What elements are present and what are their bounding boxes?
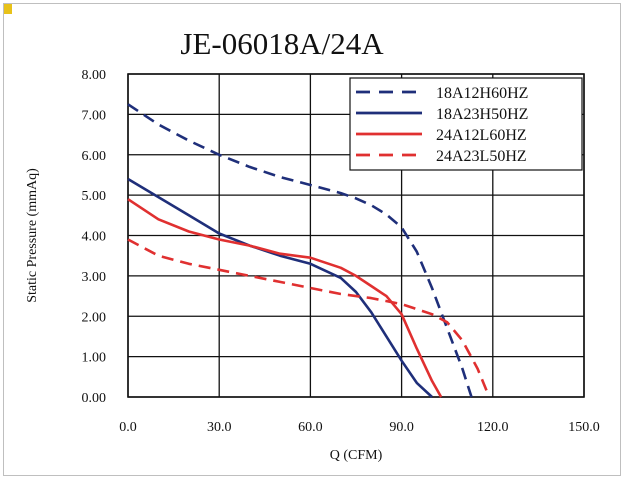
- x-axis-label: Q (CFM): [330, 448, 383, 463]
- x-tick-label: 60.0: [298, 420, 323, 435]
- chart-svg: JE-06018A/24A 0.0 30.0 60.0 90.0 120.0 150.0 …: [25, 26, 600, 463]
- y-tick-label: 2.00: [82, 310, 107, 325]
- series-line-18a23h50hz: [127, 177, 433, 398]
- y-tick-label: 3.00: [82, 270, 107, 285]
- chart-title: JE-06018A/24A: [180, 26, 384, 61]
- series-line-18a12h60hz: [127, 103, 473, 398]
- plot-area-border: [127, 73, 585, 398]
- y-tick-label: 8.00: [82, 68, 107, 83]
- y-tick-label: 5.00: [82, 189, 107, 204]
- legend-label: 18A12H60HZ: [436, 85, 528, 102]
- x-tick-label: 150.0: [568, 420, 600, 435]
- y-tick-label: 4.00: [82, 230, 107, 245]
- chart-frame: JE-06018A/24A 0.0 30.0 60.0 90.0 120.0 150.0 …: [3, 3, 621, 476]
- legend-label: 18A23H50HZ: [436, 106, 528, 123]
- legend-label: 24A12L60HZ: [436, 127, 527, 144]
- x-tick-labels: 0.0 30.0 60.0 90.0 120.0 150.0: [119, 420, 600, 435]
- x-tick-label: 120.0: [477, 420, 509, 435]
- y-tick-label: 1.00: [82, 351, 107, 366]
- x-tick-label: 90.0: [389, 420, 414, 435]
- y-tick-label: 0.00: [82, 391, 107, 406]
- y-tick-label: 6.00: [82, 149, 107, 164]
- x-tick-label: 0.0: [119, 420, 137, 435]
- series-line-24a12l60hz: [127, 198, 443, 398]
- corner-marker: [4, 4, 12, 14]
- legend: 18A12H60HZ 18A23H50HZ 24A12L60HZ 24A23L50HZ: [349, 77, 583, 171]
- y-tick-labels: 0.00 1.00 2.00 3.00 4.00 5.00 6.00 7.00 8.00: [82, 68, 107, 406]
- legend-label: 24A23L50HZ: [436, 148, 527, 165]
- x-tick-label: 30.0: [207, 420, 232, 435]
- series-layer: [127, 103, 488, 398]
- y-tick-label: 7.00: [82, 108, 107, 123]
- series-line-24a23l50hz: [127, 238, 488, 392]
- y-axis-label: Static Pressure (mmAq): [25, 168, 40, 303]
